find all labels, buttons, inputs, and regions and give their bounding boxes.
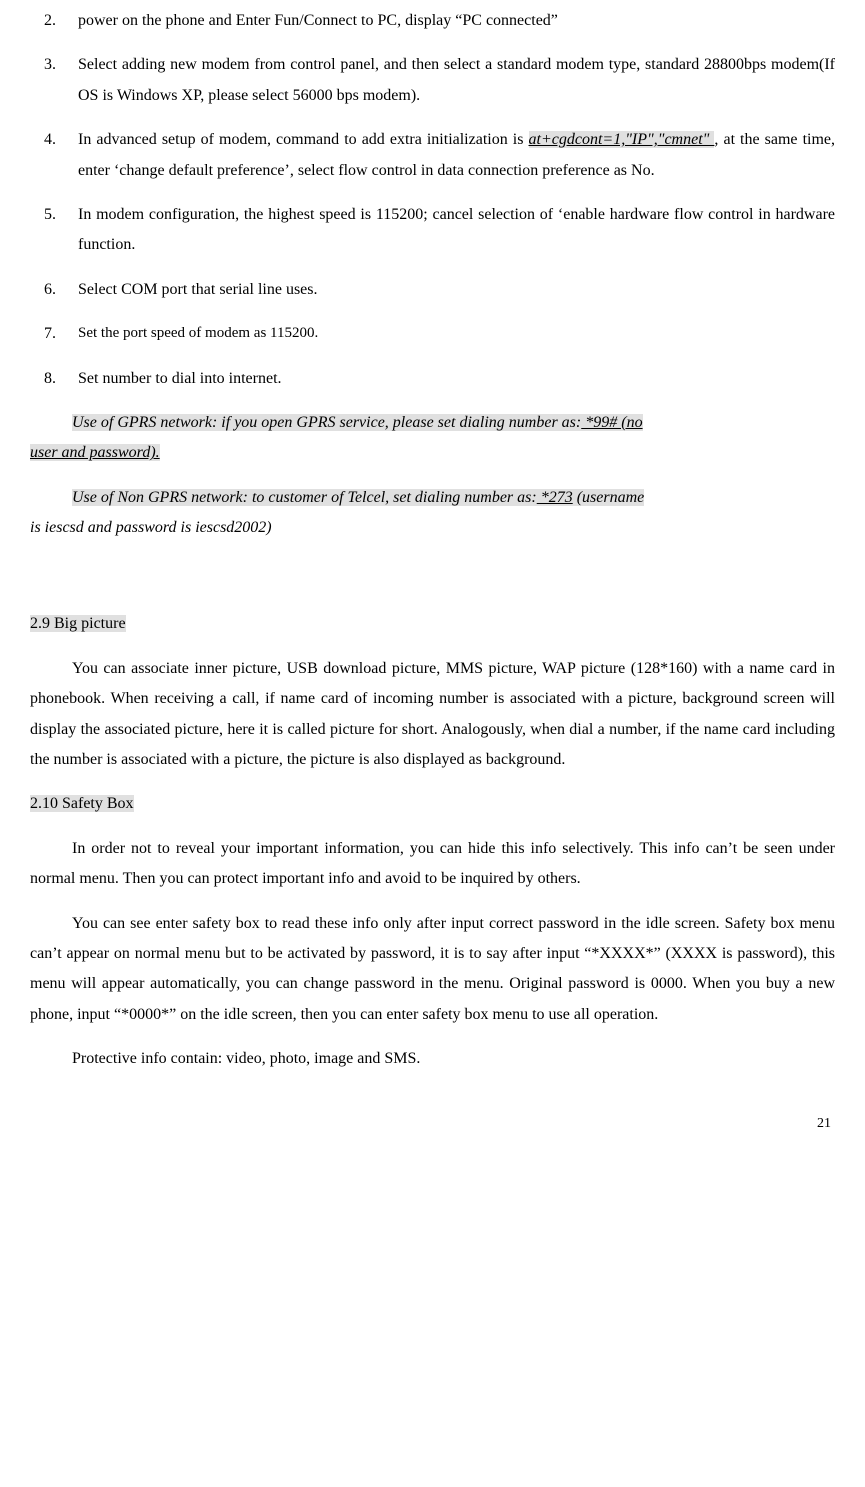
note-lead: Use of GPRS network: if you open GPRS se… (72, 414, 581, 431)
list-item: 7. Set the port speed of modem as 115200… (30, 319, 835, 349)
ordered-list: 2. power on the phone and Enter Fun/Conn… (30, 6, 835, 394)
section-29-body: You can associate inner picture, USB dow… (30, 654, 835, 776)
list-item: 2. power on the phone and Enter Fun/Conn… (30, 6, 835, 36)
list-number: 6. (30, 275, 78, 305)
list-text: Select adding new modem from control pan… (78, 50, 835, 111)
list-text: Set number to dial into internet. (78, 364, 835, 394)
list-text: In advanced setup of modem, command to a… (78, 125, 835, 186)
list-item: 6. Select COM port that serial line uses… (30, 275, 835, 305)
p1-text: In order not to reveal your important in… (30, 840, 835, 887)
list-number: 5. (30, 200, 78, 261)
list-item: 8. Set number to dial into internet. (30, 364, 835, 394)
spacer (30, 557, 835, 579)
list-text: Select COM port that serial line uses. (78, 275, 835, 305)
list-number: 8. (30, 364, 78, 394)
note-dial: *273 (537, 489, 573, 506)
heading-text: 2.9 Big picture (30, 615, 126, 632)
list-text: power on the phone and Enter Fun/Connect… (78, 6, 835, 36)
section-210-p2: You can see enter safety box to read the… (30, 909, 835, 1031)
list-item: 5. In modem configuration, the highest s… (30, 200, 835, 261)
code-highlight: at+cgdcont=1,"IP","cmnet" (529, 131, 715, 148)
heading-text: 2.10 Safety Box (30, 795, 134, 812)
note-tail: user and password). (30, 444, 160, 461)
section-210-p1: In order not to reveal your important in… (30, 834, 835, 895)
nongprs-note: Use of Non GPRS network: to customer of … (30, 483, 835, 544)
note-dial: *99# (no (581, 414, 642, 431)
note-tail: is iescsd and password is iescsd2002) (30, 519, 272, 536)
list-text: In modem configuration, the highest spee… (78, 200, 835, 261)
p2-text: You can see enter safety box to read the… (30, 915, 835, 1023)
list-number: 3. (30, 50, 78, 111)
section-heading-29: 2.9 Big picture (30, 609, 835, 639)
note-mid: (username (573, 489, 645, 506)
list-number: 7. (30, 319, 78, 349)
list-item: 3. Select adding new modem from control … (30, 50, 835, 111)
list-item: 4. In advanced setup of modem, command t… (30, 125, 835, 186)
list-number: 2. (30, 6, 78, 36)
text-pre: In advanced setup of modem, command to a… (78, 131, 529, 148)
document-page: 2. power on the phone and Enter Fun/Conn… (0, 0, 865, 1177)
gprs-note: Use of GPRS network: if you open GPRS se… (30, 408, 835, 469)
section-heading-210: 2.10 Safety Box (30, 789, 835, 819)
section-210-p3: Protective info contain: video, photo, i… (30, 1044, 835, 1074)
note-lead: Use of Non GPRS network: to customer of … (72, 489, 537, 506)
list-text: Set the port speed of modem as 115200. (78, 319, 835, 349)
list-number: 4. (30, 125, 78, 186)
page-number: 21 (30, 1111, 835, 1138)
